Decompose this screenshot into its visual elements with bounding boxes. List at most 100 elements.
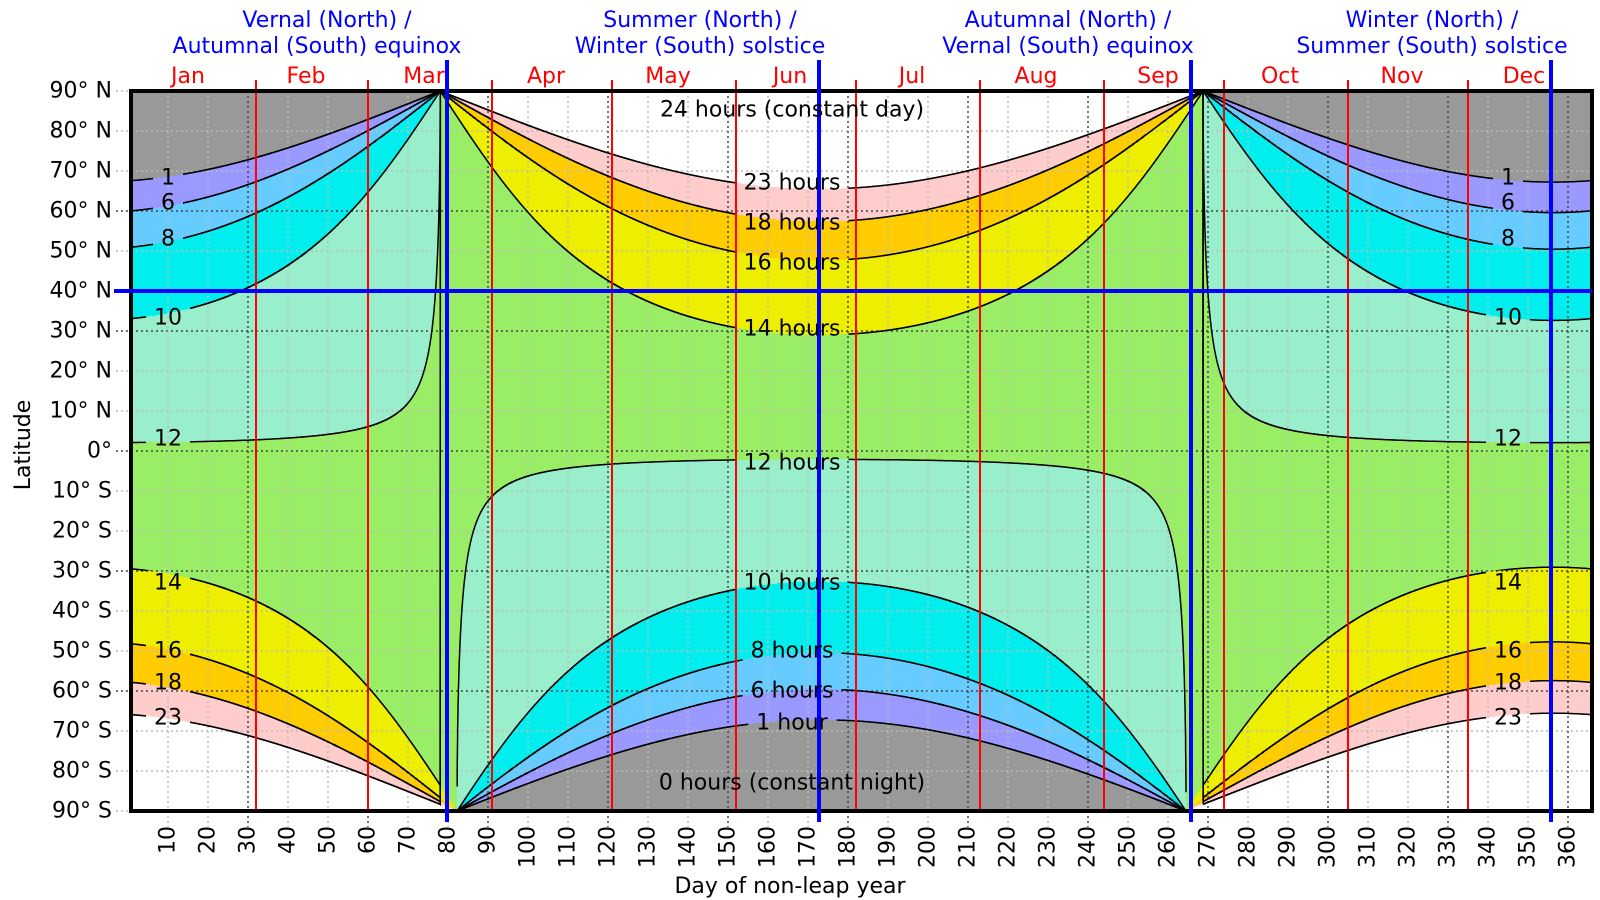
label-right-23: 23	[1494, 706, 1522, 731]
x-tick-label: 150	[716, 826, 741, 868]
contour-labels: 24 hours (constant day) 23 hours 18 hour…	[154, 98, 1522, 796]
month-label-apr: Apr	[527, 64, 566, 89]
x-tick-label: 220	[996, 826, 1021, 868]
label-12-hours: 12 hours	[744, 451, 841, 476]
title-line2: Autumnal (South) equinox	[173, 34, 462, 59]
y-tick-label: 90° S	[52, 799, 112, 824]
title-line1: Vernal (North) /	[242, 8, 412, 33]
x-tick-label: 250	[1116, 826, 1141, 868]
x-tick-label: 50	[316, 826, 341, 854]
x-tick-label: 70	[396, 826, 421, 854]
x-tick-label: 230	[1036, 826, 1061, 868]
plot-border	[129, 89, 1594, 813]
label-6-hours: 6 hours	[751, 679, 834, 704]
label-left-6: 6	[161, 191, 175, 216]
marker-titles: Vernal (North) / Autumnal (South) equino…	[173, 8, 1568, 59]
label-left-1: 1	[161, 166, 175, 191]
month-label-sep: Sep	[1137, 64, 1178, 89]
contour-6h	[130, 90, 1593, 812]
month-label-jun: Jun	[771, 64, 807, 89]
x-tick-label: 290	[1276, 826, 1301, 868]
x-tick-label: 110	[556, 826, 581, 868]
month-label-mar: Mar	[403, 64, 445, 89]
x-tick-label: 330	[1436, 826, 1461, 868]
label-0-hours: 0 hours (constant night)	[659, 771, 925, 796]
y-tick-label: 20° N	[50, 359, 112, 384]
label-1-hour: 1 hour	[756, 711, 828, 736]
contour-14h	[130, 89, 1593, 788]
y-tick-label: 50° N	[50, 239, 112, 264]
x-axis-label: Day of non-leap year	[674, 874, 906, 899]
month-label-jan: Jan	[169, 64, 205, 89]
x-tick-label: 210	[956, 826, 981, 868]
label-18-hours: 18 hours	[744, 211, 841, 236]
title-line2: Winter (South) solstice	[575, 34, 826, 59]
x-tick-label: 130	[636, 826, 661, 868]
y-tick-label: 70° N	[50, 159, 112, 184]
month-label-feb: Feb	[287, 64, 326, 89]
y-axis-label: Latitude	[11, 400, 36, 491]
x-tick-label: 140	[676, 826, 701, 868]
x-tick-label: 300	[1316, 826, 1341, 868]
y-tick-label: 10° S	[52, 479, 112, 504]
month-label-dec: Dec	[1503, 64, 1546, 89]
label-right-16: 16	[1494, 639, 1522, 664]
label-right-10: 10	[1494, 306, 1522, 331]
y-tick-label: 50° S	[52, 639, 112, 664]
month-label-oct: Oct	[1261, 64, 1299, 89]
x-tick-label: 350	[1516, 826, 1541, 868]
title-line1: Winter (North) /	[1346, 8, 1519, 33]
label-16-hours: 16 hours	[744, 251, 841, 276]
x-tick-label: 100	[516, 826, 541, 868]
label-left-12: 12	[154, 427, 182, 452]
y-tick-label: 40° N	[50, 279, 112, 304]
contour-18h	[130, 89, 1593, 804]
month-label-may: May	[645, 64, 690, 89]
month-label-jul: Jul	[897, 64, 926, 89]
x-tick-label: 180	[836, 826, 861, 868]
x-tick-label: 60	[356, 826, 381, 854]
x-tick-label: 10	[156, 826, 181, 854]
label-left-18: 18	[154, 671, 182, 696]
x-tick-label: 40	[276, 826, 301, 854]
y-tick-label: 80° S	[52, 759, 112, 784]
contour-16h	[130, 89, 1593, 800]
y-tick-label: 30° N	[50, 319, 112, 344]
label-left-16: 16	[154, 639, 182, 664]
x-tick-label: 160	[756, 826, 781, 868]
x-tick-label: 320	[1396, 826, 1421, 868]
label-10-hours: 10 hours	[744, 571, 841, 596]
label-24-hours: 24 hours (constant day)	[660, 98, 924, 123]
title-line1: Summer (North) /	[603, 8, 797, 33]
label-23-hours: 23 hours	[744, 171, 841, 196]
x-tick-label: 280	[1236, 826, 1261, 868]
title-line1: Autumnal (North) /	[965, 8, 1172, 33]
y-tick-label: 60° N	[50, 199, 112, 224]
x-tick-label: 310	[1356, 826, 1381, 868]
x-tick-label: 90	[476, 826, 501, 854]
label-right-12: 12	[1494, 427, 1522, 452]
y-tick-label: 10° N	[50, 399, 112, 424]
y-tick-label: 80° N	[50, 119, 112, 144]
label-8-hours: 8 hours	[751, 639, 834, 664]
y-tick-label: 60° S	[52, 679, 112, 704]
x-tick-label: 340	[1476, 826, 1501, 868]
title-line2: Summer (South) solstice	[1296, 34, 1567, 59]
x-tick-label: 190	[876, 826, 901, 868]
x-tick-label: 20	[196, 826, 221, 854]
month-label-aug: Aug	[1015, 64, 1058, 89]
month-label-nov: Nov	[1381, 64, 1424, 89]
x-tick-label: 30	[236, 826, 261, 854]
y-tick-label: 70° S	[52, 719, 112, 744]
label-14-hours: 14 hours	[744, 317, 841, 342]
contour-10h	[131, 90, 1593, 812]
month-labels: Jan Feb Mar Apr May Jun Jul Aug Sep Oct Nov Dec	[169, 64, 1545, 89]
label-right-1: 1	[1501, 166, 1515, 191]
x-tick-label: 200	[916, 826, 941, 868]
equinox-solstice-markers	[114, 60, 1592, 822]
x-tick-label: 240	[1076, 826, 1101, 868]
label-right-14: 14	[1494, 571, 1522, 596]
x-tick-label: 120	[596, 826, 621, 868]
